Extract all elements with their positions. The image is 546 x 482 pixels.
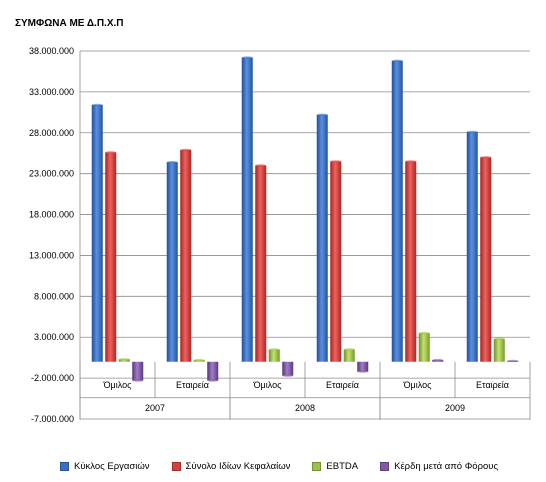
group-label: 2009 bbox=[445, 403, 465, 413]
x-tick-label: Εταιρεία bbox=[326, 380, 359, 390]
bar bbox=[282, 361, 294, 376]
bar bbox=[391, 60, 403, 362]
legend: Κύκλος Εργασιών Σύνολο Ιδίων Κεφαλαίων EBT… bbox=[60, 458, 520, 474]
y-tick-label: 33.000.000 bbox=[29, 87, 74, 97]
bar bbox=[330, 161, 342, 362]
bar bbox=[118, 359, 130, 362]
bar bbox=[493, 338, 505, 362]
group-label: 2007 bbox=[145, 403, 165, 413]
legend-label: EBTDA bbox=[326, 460, 359, 472]
y-tick-label: -7.000.000 bbox=[31, 414, 74, 424]
legend-item: Κύκλος Εργασιών bbox=[60, 461, 150, 472]
x-tick-label: Όμιλος bbox=[253, 380, 283, 390]
bar-cap bbox=[493, 337, 505, 341]
legend-item: EBTDA bbox=[312, 461, 358, 472]
bar bbox=[207, 361, 219, 381]
bars bbox=[91, 56, 519, 382]
bar bbox=[480, 157, 492, 362]
bar-cap bbox=[207, 379, 219, 382]
legend-swatch bbox=[60, 461, 69, 471]
bar-cap bbox=[268, 348, 280, 351]
bar-cap bbox=[91, 103, 103, 107]
bar bbox=[132, 361, 144, 381]
bar-cap bbox=[132, 379, 144, 382]
group-label: 2008 bbox=[295, 403, 315, 413]
bar-cap bbox=[357, 370, 369, 373]
bar bbox=[405, 161, 417, 362]
bar-cap bbox=[316, 113, 328, 116]
bar bbox=[255, 165, 267, 362]
legend-swatch bbox=[380, 461, 390, 471]
bar bbox=[105, 152, 117, 362]
bar-cap bbox=[241, 56, 253, 59]
bar bbox=[166, 162, 178, 362]
x-tick-label: Εταιρεία bbox=[476, 380, 509, 390]
y-tick-label: 13.000.000 bbox=[29, 250, 74, 260]
legend-label: Κέρδη μετά από Φόρους bbox=[394, 460, 499, 472]
bar-cap bbox=[166, 161, 178, 164]
bar bbox=[316, 114, 328, 362]
bar-cap bbox=[432, 358, 444, 362]
x-tick-label: Όμιλος bbox=[403, 380, 433, 390]
y-tick-label: 3.000.000 bbox=[34, 332, 74, 342]
legend-label: Σύνολο Ιδίων Κεφαλαίων bbox=[185, 460, 291, 472]
y-tick-label: 18.000.000 bbox=[29, 210, 74, 220]
bar-cap bbox=[480, 156, 492, 159]
bar bbox=[357, 361, 369, 372]
bar-cap bbox=[391, 59, 403, 63]
y-tick-label: -2.000.000 bbox=[31, 373, 74, 383]
bar-cap bbox=[282, 374, 294, 377]
bar bbox=[418, 333, 430, 362]
bar-cap bbox=[330, 160, 342, 163]
legend-swatch bbox=[312, 461, 322, 471]
bar bbox=[180, 149, 192, 362]
bar bbox=[241, 57, 253, 362]
y-tick-label: 8.000.000 bbox=[34, 291, 74, 301]
chart-title: ΣΥΜΦΩΝΑ ΜΕ Δ.Π.Χ.Π bbox=[15, 18, 124, 29]
bar-cap bbox=[105, 151, 117, 154]
legend-swatch bbox=[171, 461, 181, 471]
bar-cap bbox=[405, 160, 417, 163]
bar-cap bbox=[507, 359, 519, 363]
bar-cap bbox=[180, 148, 192, 152]
bar-cap bbox=[343, 348, 355, 351]
legend-item: Σύνολο Ιδίων Κεφαλαίων bbox=[171, 460, 291, 472]
x-axis: Όμιλος Εταιρεία Όμιλος Εταιρεία Όμιλος Εταιρε… bbox=[79, 361, 531, 420]
y-tick-label: 23.000.000 bbox=[29, 169, 74, 179]
bar bbox=[91, 104, 103, 362]
x-tick-label: Όμιλος bbox=[103, 380, 133, 390]
y-tick-label: 38.000.000 bbox=[29, 46, 74, 56]
bar bbox=[466, 131, 478, 362]
bar-cap bbox=[418, 331, 430, 335]
bar-cap bbox=[118, 358, 130, 361]
y-axis: 38.000.000 33.000.000 28.000.000 23.000.000… bbox=[29, 46, 74, 424]
bar-cap bbox=[466, 130, 478, 134]
legend-label: Κύκλος Εργασιών bbox=[74, 460, 150, 472]
bar-cap bbox=[255, 164, 267, 167]
bar-cap bbox=[193, 358, 205, 362]
bar bbox=[268, 349, 280, 362]
legend-item: Κέρδη μετά από Φόρους bbox=[380, 461, 498, 472]
bar bbox=[343, 349, 355, 362]
x-tick-label: Εταιρεία bbox=[176, 380, 209, 390]
y-tick-label: 28.000.000 bbox=[29, 128, 74, 138]
